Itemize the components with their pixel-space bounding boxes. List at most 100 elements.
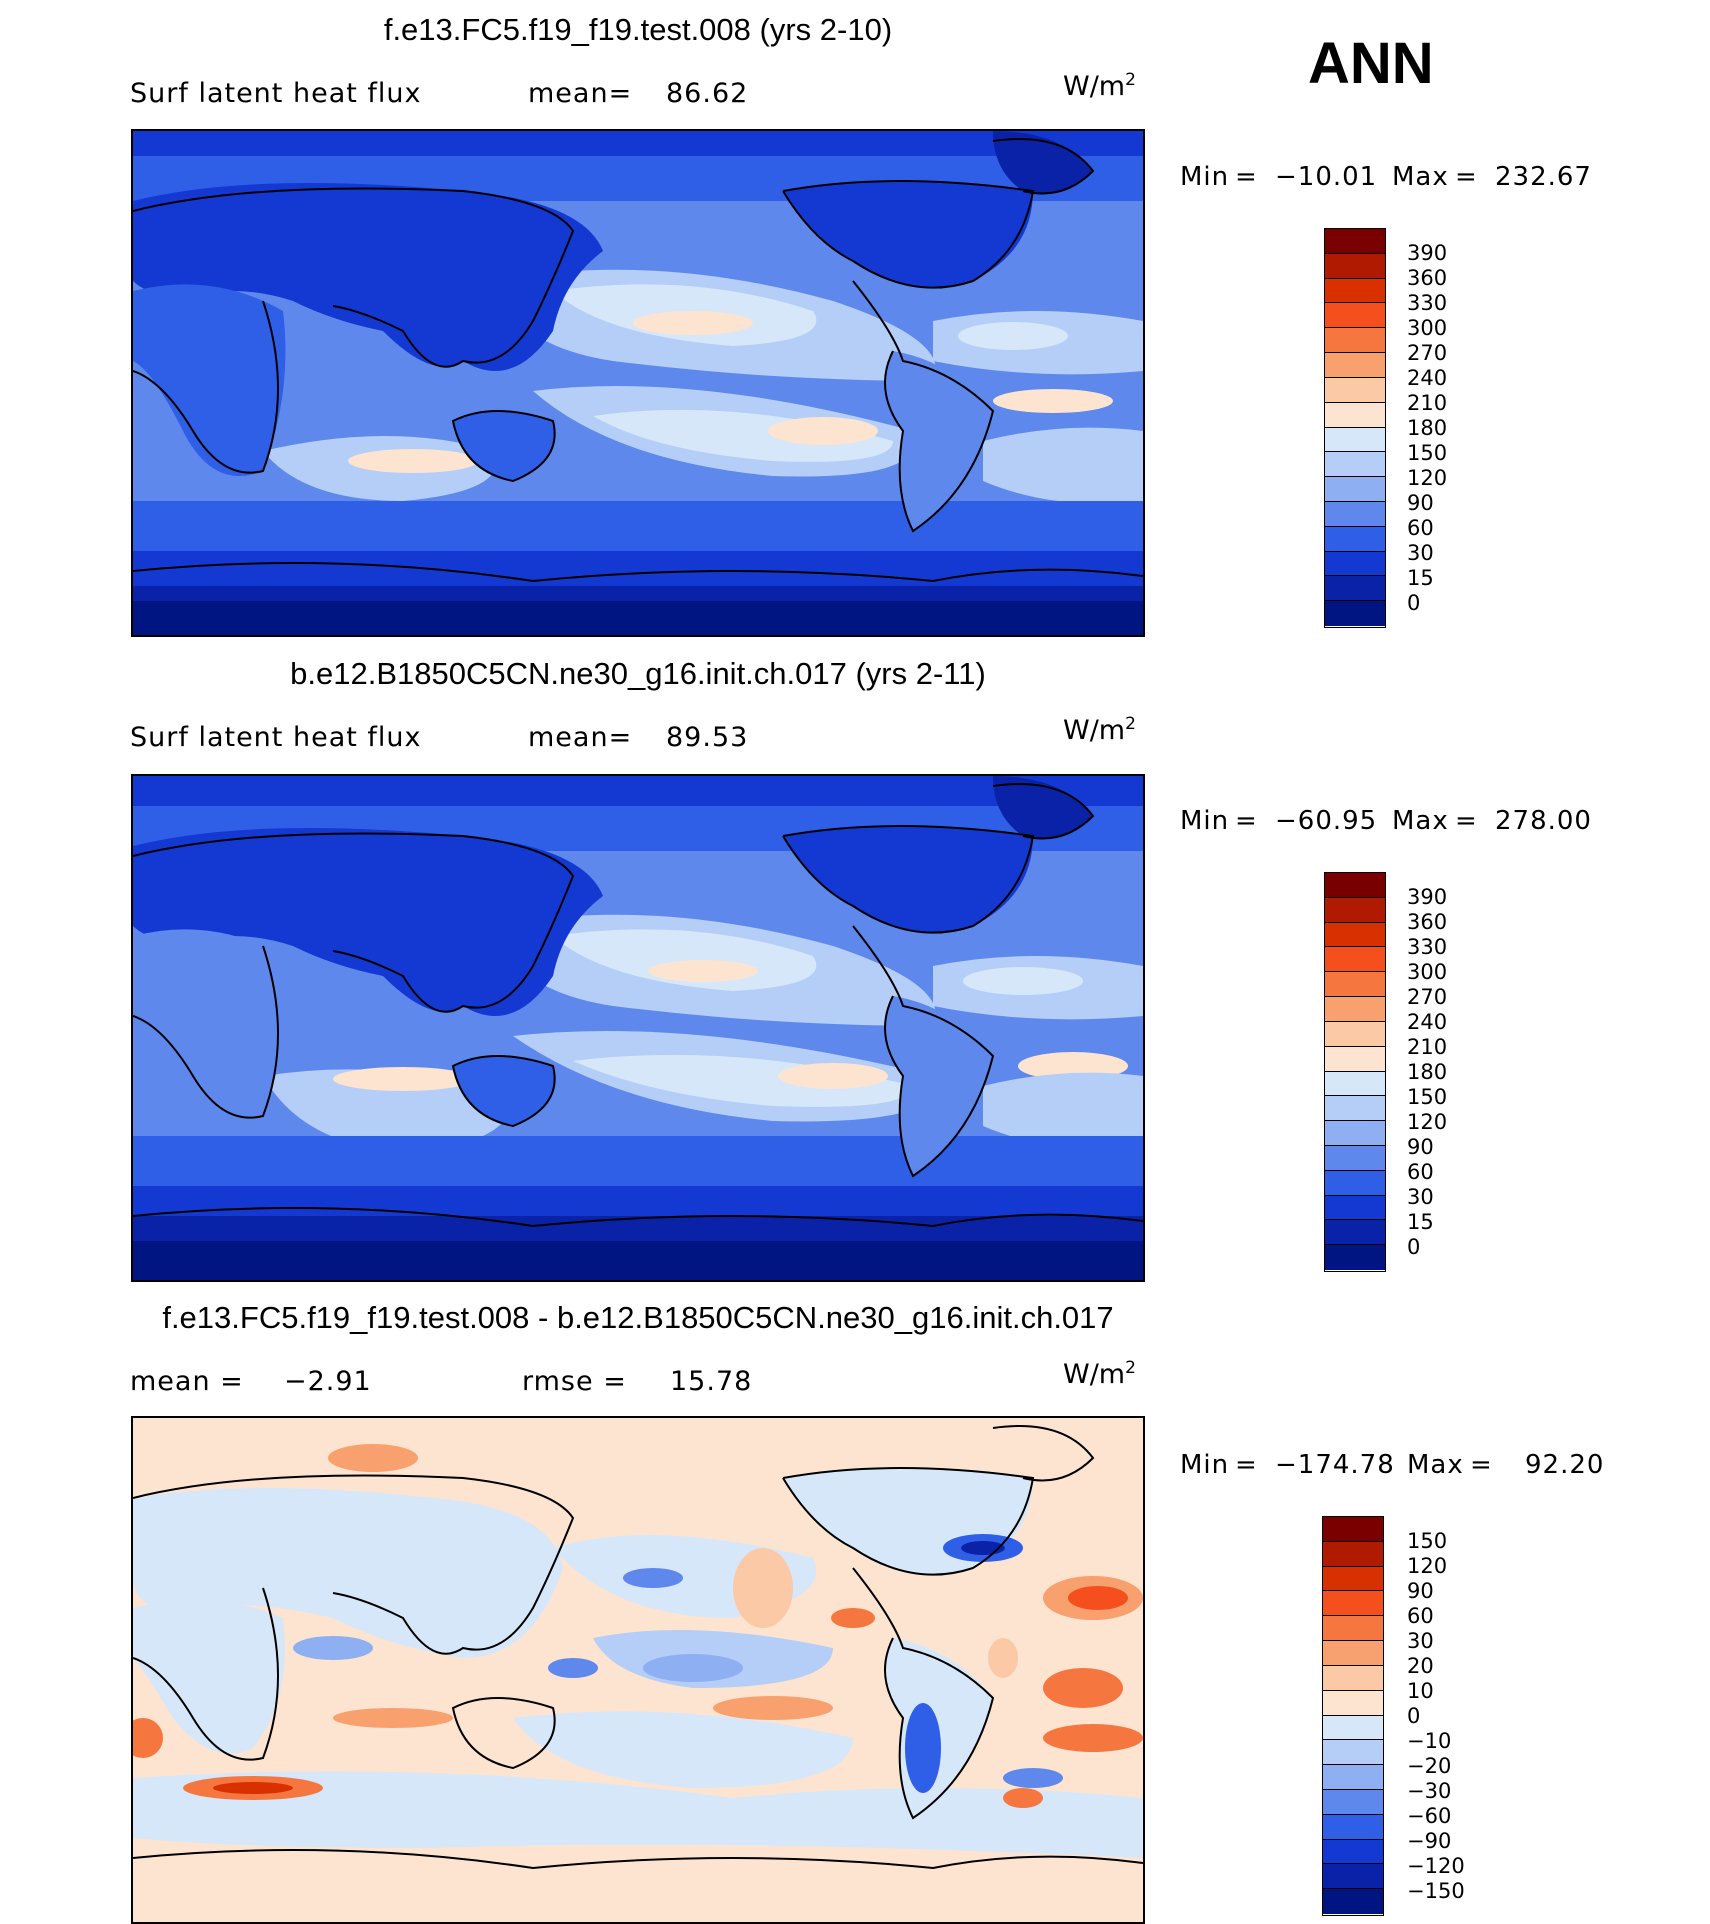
panel-2-mean-value: 89.53 bbox=[666, 722, 749, 753]
colorbar-segment bbox=[1325, 601, 1385, 626]
colorbar-segment bbox=[1325, 278, 1385, 304]
colorbar-segment bbox=[1325, 997, 1385, 1022]
colorbar-segment bbox=[1325, 477, 1385, 502]
panel-1-min-value: −10.01 bbox=[1275, 162, 1378, 192]
panel-1-min-eq: = bbox=[1235, 162, 1258, 192]
panel-2-min-eq: = bbox=[1235, 806, 1258, 836]
panel-2-units: W/m2 bbox=[1063, 714, 1136, 746]
colorbar-tick-label: 120 bbox=[1407, 466, 1448, 490]
panel-3-map bbox=[131, 1416, 1145, 1924]
colorbar-tick-label: 360 bbox=[1407, 266, 1448, 290]
panel-1-mean-label: mean= bbox=[528, 78, 633, 109]
panel-1-title: f.e13.FC5.f19_f19.test.008 (yrs 2-10) bbox=[383, 12, 893, 47]
panel-1-map bbox=[131, 129, 1145, 637]
colorbar-segment bbox=[1325, 922, 1385, 948]
panel-2-min-label: Min bbox=[1180, 806, 1230, 836]
colorbar-segment bbox=[1323, 1740, 1383, 1766]
colorbar-tick-label: −90 bbox=[1407, 1829, 1452, 1853]
colorbar-segment bbox=[1325, 353, 1385, 378]
colorbar-tick-label: 330 bbox=[1407, 935, 1448, 959]
panel-2-colorbar bbox=[1324, 872, 1386, 1272]
colorbar-tick-label: 270 bbox=[1407, 985, 1448, 1009]
panel-1-max-value: 232.67 bbox=[1495, 162, 1592, 192]
colorbar-segment bbox=[1323, 1517, 1383, 1542]
panel-2-max-value: 278.00 bbox=[1495, 806, 1592, 836]
colorbar-segment bbox=[1323, 1591, 1383, 1617]
colorbar-tick-label: 0 bbox=[1407, 1235, 1421, 1259]
colorbar-segment bbox=[1325, 1145, 1385, 1171]
colorbar-tick-label: 180 bbox=[1407, 1060, 1448, 1084]
colorbar-tick-label: 300 bbox=[1407, 316, 1448, 340]
colorbar-segment bbox=[1323, 1616, 1383, 1642]
panel-1-colorbar bbox=[1324, 228, 1386, 628]
colorbar-tick-label: −10 bbox=[1407, 1729, 1452, 1753]
colorbar-segment bbox=[1323, 1566, 1383, 1592]
panel-2-mean-label: mean= bbox=[528, 722, 633, 753]
colorbar-segment bbox=[1323, 1789, 1383, 1815]
panel-1-max-eq: = bbox=[1455, 162, 1478, 192]
colorbar-tick-label: 240 bbox=[1407, 1010, 1448, 1034]
colorbar-tick-label: 30 bbox=[1407, 541, 1434, 565]
panel-2-max-eq: = bbox=[1455, 806, 1478, 836]
colorbar-tick-label: 60 bbox=[1407, 1160, 1434, 1184]
season-label: ANN bbox=[1308, 31, 1434, 96]
colorbar-segment bbox=[1325, 427, 1385, 453]
panel-3-min-label: Min bbox=[1180, 1450, 1230, 1480]
colorbar-tick-label: 10 bbox=[1407, 1679, 1434, 1703]
panel-2-max-label: Max bbox=[1392, 806, 1449, 836]
colorbar-segment bbox=[1323, 1641, 1383, 1666]
colorbar-tick-label: 270 bbox=[1407, 341, 1448, 365]
colorbar-segment bbox=[1325, 873, 1385, 898]
colorbar-segment bbox=[1325, 1195, 1385, 1221]
colorbar-tick-label: 30 bbox=[1407, 1629, 1434, 1653]
colorbar-segment bbox=[1325, 551, 1385, 577]
colorbar-segment bbox=[1325, 1121, 1385, 1146]
colorbar-segment bbox=[1323, 1814, 1383, 1840]
colorbar-tick-label: −30 bbox=[1407, 1779, 1452, 1803]
colorbar-segment bbox=[1325, 1170, 1385, 1196]
colorbar-tick-label: 60 bbox=[1407, 1604, 1434, 1628]
colorbar-tick-label: 300 bbox=[1407, 960, 1448, 984]
panel-1-variable-label: Surf latent heat flux bbox=[130, 78, 422, 109]
colorbar-tick-label: −120 bbox=[1407, 1854, 1465, 1878]
colorbar-tick-label: 360 bbox=[1407, 910, 1448, 934]
panel-1-min-label: Min bbox=[1180, 162, 1230, 192]
panel-3-units: W/m2 bbox=[1063, 1358, 1136, 1390]
colorbar-segment bbox=[1325, 402, 1385, 428]
colorbar-tick-label: 330 bbox=[1407, 291, 1448, 315]
colorbar-tick-label: 15 bbox=[1407, 566, 1434, 590]
colorbar-segment bbox=[1323, 1864, 1383, 1890]
colorbar-segment bbox=[1325, 1096, 1385, 1122]
colorbar-tick-label: 90 bbox=[1407, 491, 1434, 515]
panel-3-mean-label: mean = bbox=[130, 1366, 244, 1397]
colorbar-segment bbox=[1325, 526, 1385, 552]
colorbar-tick-label: 390 bbox=[1407, 241, 1448, 265]
colorbar-tick-label: 90 bbox=[1407, 1135, 1434, 1159]
panel-2-title: b.e12.B1850C5CN.ne30_g16.init.ch.017 (yr… bbox=[290, 656, 986, 691]
colorbar-tick-label: 210 bbox=[1407, 391, 1448, 415]
colorbar-tick-label: 60 bbox=[1407, 516, 1434, 540]
colorbar-tick-label: 390 bbox=[1407, 885, 1448, 909]
panel-2-map bbox=[131, 774, 1145, 1282]
colorbar-tick-label: −20 bbox=[1407, 1754, 1452, 1778]
colorbar-segment bbox=[1325, 229, 1385, 254]
colorbar-segment bbox=[1325, 1220, 1385, 1246]
colorbar-segment bbox=[1325, 328, 1385, 354]
colorbar-segment bbox=[1323, 1839, 1383, 1865]
colorbar-segment bbox=[1323, 1765, 1383, 1790]
colorbar-segment bbox=[1325, 1245, 1385, 1270]
colorbar-tick-label: 20 bbox=[1407, 1654, 1434, 1678]
panel-2-variable-label: Surf latent heat flux bbox=[130, 722, 422, 753]
colorbar-tick-label: 30 bbox=[1407, 1185, 1434, 1209]
colorbar-segment bbox=[1325, 303, 1385, 329]
panel-3-max-eq: = bbox=[1470, 1450, 1493, 1480]
colorbar-segment bbox=[1325, 377, 1385, 403]
colorbar-tick-label: −150 bbox=[1407, 1879, 1465, 1903]
panel-3-rmse-label: rmse = bbox=[522, 1366, 627, 1397]
panel-3-colorbar bbox=[1322, 1516, 1384, 1916]
colorbar-tick-label: −60 bbox=[1407, 1804, 1452, 1828]
colorbar-segment bbox=[1323, 1715, 1383, 1741]
colorbar-tick-label: 90 bbox=[1407, 1579, 1434, 1603]
colorbar-tick-label: 120 bbox=[1407, 1554, 1448, 1578]
panel-2-min-value: −60.95 bbox=[1275, 806, 1378, 836]
